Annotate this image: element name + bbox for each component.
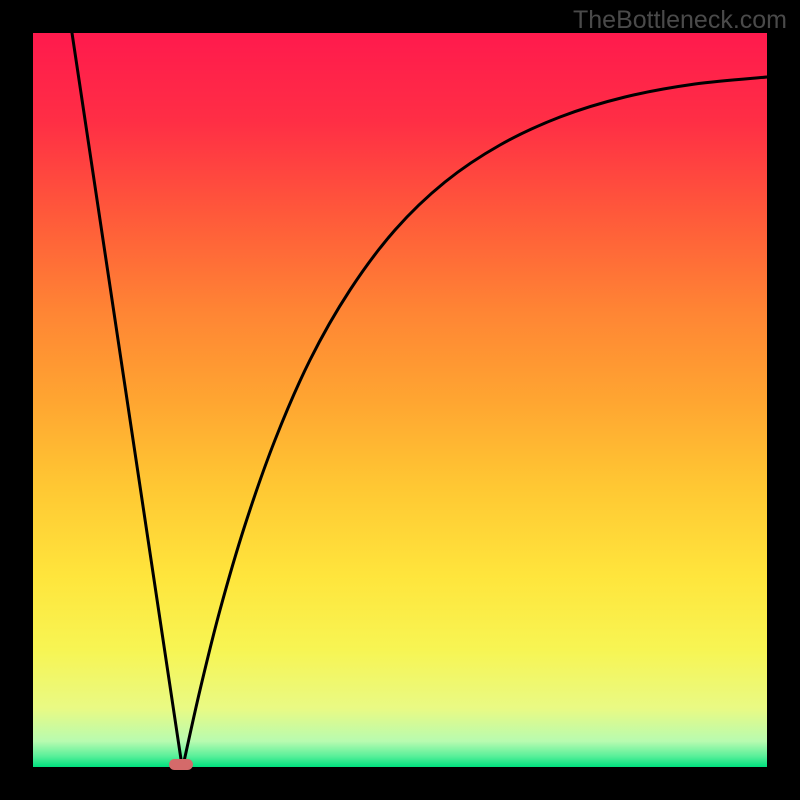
plot-gradient-area <box>33 33 767 767</box>
watermark-text: TheBottleneck.com <box>573 6 787 35</box>
apex-marker <box>169 759 193 770</box>
chart-container: TheBottleneck.com <box>0 0 800 800</box>
